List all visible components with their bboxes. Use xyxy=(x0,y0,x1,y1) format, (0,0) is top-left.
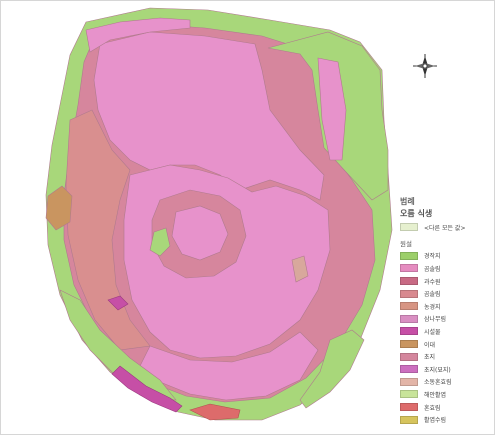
legend-swatch xyxy=(400,277,418,286)
legend-swatch xyxy=(400,289,418,298)
map-region-pink-nw xyxy=(85,17,191,53)
legend-row: 혼효림 xyxy=(400,401,492,414)
map-region-purple-west xyxy=(107,295,129,311)
legend-swatch xyxy=(400,390,418,399)
map-region-green-core xyxy=(149,227,171,257)
legend-label: <다른 모든 값> xyxy=(424,224,466,232)
legend-swatch xyxy=(400,340,418,349)
legend-row: 소동혼효림 xyxy=(400,376,492,389)
north-arrow-icon xyxy=(413,54,437,78)
legend-label: 초지 xyxy=(424,354,436,362)
legend-group-label: 원설 xyxy=(400,239,412,248)
legend-swatch xyxy=(400,352,418,361)
legend-swatch xyxy=(400,264,418,273)
legend-row: 활엽수림 xyxy=(400,413,492,426)
map-region-tan-east xyxy=(291,255,309,283)
legend-swatch xyxy=(400,365,418,374)
legend-label: 농경지 xyxy=(424,303,441,311)
legend-row-other: <다른 모든 값> xyxy=(400,221,492,234)
map-region-tan-west xyxy=(45,185,73,231)
legend-row: 삼나무림 xyxy=(400,313,492,326)
legend-row: 초지(묘지) xyxy=(400,363,492,376)
legend-label: 과수원 xyxy=(424,278,441,286)
map-region-purple-south xyxy=(111,365,183,413)
legend-label: 곰솔림 xyxy=(424,265,441,273)
legend-swatch xyxy=(400,314,418,323)
legend-swatch xyxy=(400,403,418,412)
legend-label: 소동혼효림 xyxy=(424,379,452,387)
legend-row: 과수원 xyxy=(400,275,492,288)
legend-row: 곰솔림 xyxy=(400,262,492,275)
legend-row: 농경지 xyxy=(400,300,492,313)
legend-label: 해안활엽 xyxy=(424,391,447,399)
legend-subtitle: 오름 식생 xyxy=(400,209,433,218)
legend-label: 혼효림 xyxy=(424,404,441,412)
map-region-green-sw xyxy=(59,289,177,401)
legend-swatch xyxy=(400,327,418,336)
legend-label: 이대 xyxy=(424,341,436,349)
legend-row: 시설물 xyxy=(400,325,492,338)
legend-items: 경작지 곰솔림 과수원 곰솔림 농경지 삼나무림 시설물 이대 초지 초지(묘지) 소동혼효림 해안활… xyxy=(400,250,492,426)
map-region-pink-core xyxy=(171,205,229,261)
legend-swatch xyxy=(400,251,418,260)
map-region-green-se xyxy=(299,329,365,409)
legend-swatch xyxy=(400,302,418,311)
legend-swatch xyxy=(400,223,418,232)
legend-label: 삼나무림 xyxy=(424,316,447,324)
legend-label: 초지(묘지) xyxy=(424,366,451,374)
legend-row: 초지 xyxy=(400,350,492,363)
map-region-pink-east xyxy=(317,57,347,161)
legend-row: 이대 xyxy=(400,338,492,351)
legend-label: 활엽수림 xyxy=(424,417,447,425)
legend-swatch xyxy=(400,377,418,386)
legend-row: 곰솔림 xyxy=(400,287,492,300)
legend-label: 곰솔림 xyxy=(424,291,441,299)
legend-title: 범례 xyxy=(400,197,415,206)
legend-row: 경작지 xyxy=(400,250,492,263)
map-region-red-south xyxy=(189,403,241,421)
map-region-salmon-west xyxy=(65,109,151,351)
legend-label: 경작지 xyxy=(424,253,441,261)
map-region-pink-north xyxy=(93,31,325,201)
legend-label: 시설물 xyxy=(424,328,441,336)
legend-row: 해안활엽 xyxy=(400,388,492,401)
legend-swatch xyxy=(400,415,418,424)
map-legend: 범례 오름 식생 <다른 모든 값> 원설 경작지 곰솔림 과수원 곰솔림 농경지 삼나무… xyxy=(400,196,492,426)
